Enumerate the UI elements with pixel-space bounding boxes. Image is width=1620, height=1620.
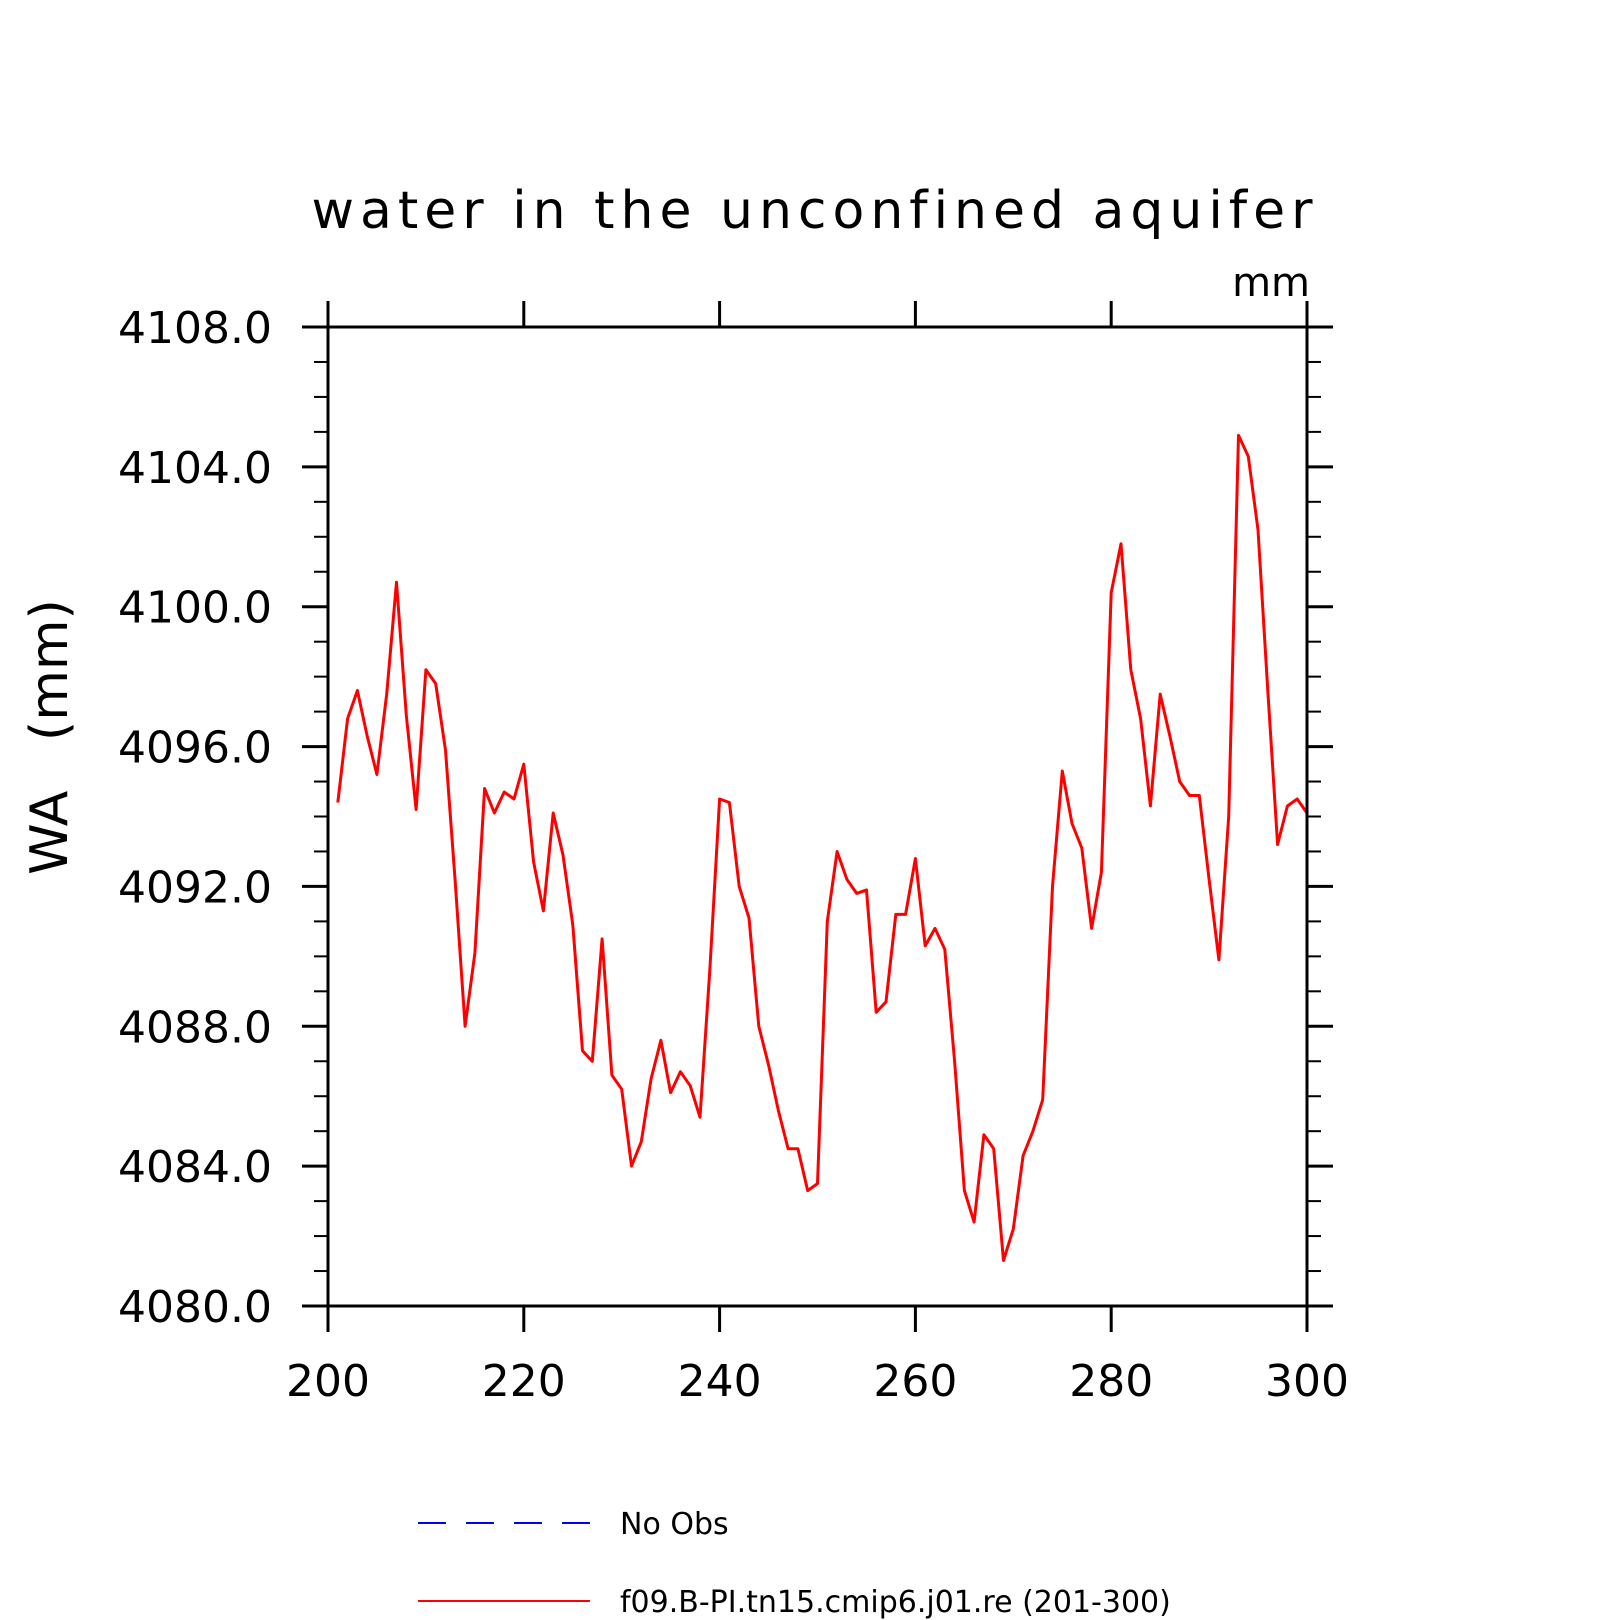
x-tick-label: 220 (482, 1356, 566, 1407)
series-layer (336, 433, 1309, 1262)
legend-label-no-obs: No Obs (620, 1507, 729, 1542)
plot-frame (326, 325, 1309, 1308)
legend: No Obs f09.B-PI.tn15.cmip6.j01.re (201-3… (418, 1507, 1171, 1620)
x-tick-label: 240 (678, 1356, 762, 1407)
x-tick-labels: 200 220 240 260 280 300 (286, 1356, 1349, 1407)
axis-ticks (302, 301, 1333, 1332)
y-tick-labels: 4080.0 4084.0 4088.0 4092.0 4096.0 4100.0 4104… (118, 303, 272, 1333)
y-tick-label: 4080.0 (118, 1282, 272, 1333)
x-tick-label: 280 (1069, 1356, 1153, 1407)
x-tick-label: 200 (286, 1356, 370, 1407)
legend-label-model: f09.B-PI.tn15.cmip6.j01.re (201-300) (620, 1585, 1171, 1620)
y-tick-label: 4084.0 (118, 1142, 272, 1193)
series-line-0 (336, 433, 1309, 1262)
y-tick-label: 4092.0 (118, 862, 272, 913)
x-tick-label: 300 (1265, 1356, 1349, 1407)
y-tick-label: 4100.0 (118, 583, 272, 634)
y-tick-label: 4088.0 (118, 1002, 272, 1053)
x-tick-label: 260 (873, 1356, 957, 1407)
y-tick-label: 4096.0 (118, 723, 272, 774)
y-tick-label: 4104.0 (118, 443, 272, 494)
units-label: mm (1232, 260, 1310, 306)
y-tick-label: 4108.0 (118, 303, 272, 354)
y-axis-label: WA (mm) (20, 599, 80, 875)
chart-title: water in the unconfined aquifer (312, 181, 1319, 241)
